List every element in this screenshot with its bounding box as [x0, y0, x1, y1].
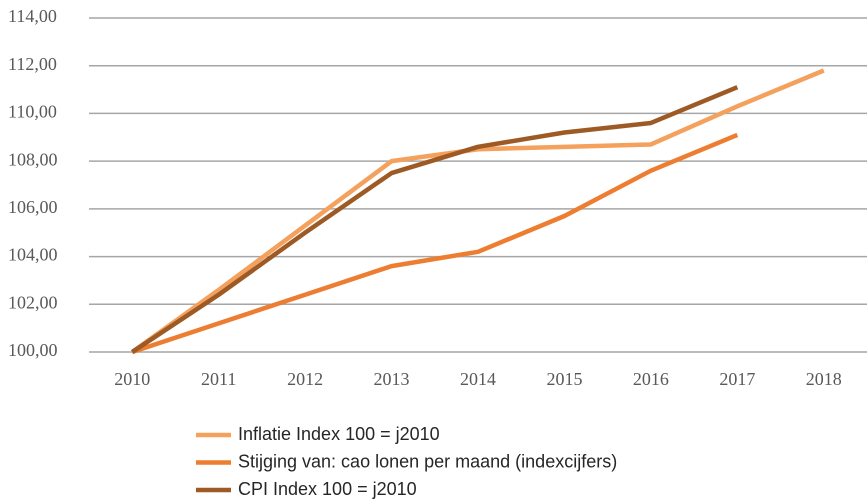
x-tick-label: 2012 [287, 369, 323, 389]
y-tick-label: 104,00 [8, 245, 58, 265]
x-tick-label: 2017 [719, 369, 755, 389]
x-tick-label: 2016 [633, 369, 669, 389]
x-tick-label: 2014 [460, 369, 496, 389]
x-tick-label: 2011 [201, 369, 236, 389]
y-tick-label: 108,00 [8, 149, 58, 169]
x-tick-label: 2015 [546, 369, 582, 389]
series-line [130, 85, 739, 354]
x-tick-label: 2018 [806, 369, 842, 389]
legend-label: CPI Index 100 = j2010 [238, 479, 417, 499]
legend-label: Stijging van: cao lonen per maand (index… [238, 451, 617, 471]
y-tick-label: 100,00 [8, 340, 58, 360]
y-tick-label: 102,00 [8, 292, 58, 312]
series-line [131, 132, 739, 355]
x-tick-label: 2010 [114, 369, 150, 389]
y-tick-label: 106,00 [8, 197, 58, 217]
y-tick-label: 112,00 [8, 54, 57, 74]
x-tick-label: 2013 [374, 369, 410, 389]
legend-label: Inflatie Index 100 = j2010 [238, 424, 440, 444]
series-line [130, 68, 825, 354]
y-tick-label: 110,00 [8, 102, 57, 122]
y-tick-label: 114,00 [8, 6, 57, 26]
